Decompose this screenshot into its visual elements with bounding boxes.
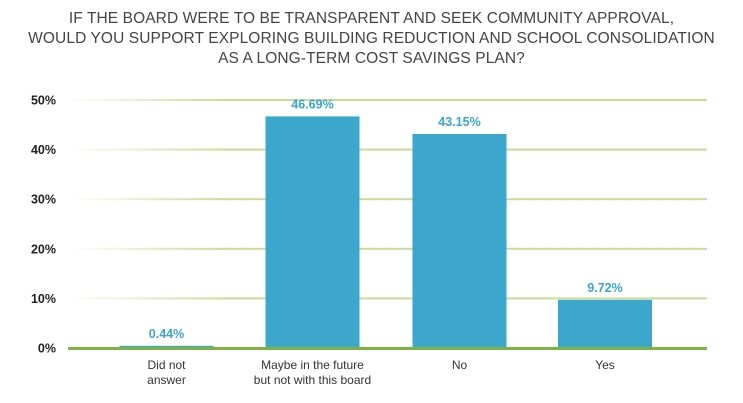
- bar: [265, 116, 360, 348]
- x-axis-line: [68, 347, 707, 350]
- gridline: [68, 297, 707, 300]
- chart-title-line: IF THE BOARD WERE TO BE TRANSPARENT AND …: [68, 10, 675, 27]
- gridline: [68, 99, 707, 101]
- bar: [412, 133, 507, 348]
- y-tick-label: 20%: [31, 242, 56, 256]
- data-label: 43.15%: [438, 115, 480, 129]
- y-tick-label: 0%: [38, 342, 56, 356]
- x-tick-label: No: [452, 358, 468, 372]
- x-tick-label: but not with this board: [254, 373, 371, 387]
- y-tick-label: 40%: [31, 143, 56, 157]
- y-tick-label: 10%: [31, 292, 56, 306]
- data-label: 9.72%: [587, 281, 622, 295]
- bar: [119, 345, 214, 348]
- gridline: [68, 247, 707, 250]
- data-label: 46.69%: [291, 97, 333, 111]
- chart-title-line: AS A LONG-TERM COST SAVINGS PLAN?: [218, 50, 525, 67]
- gridline: [68, 148, 707, 151]
- y-tick-label: 30%: [31, 193, 56, 207]
- bar: [558, 299, 652, 348]
- chart-title-line: WOULD YOU SUPPORT EXPLORING BUILDING RED…: [28, 30, 715, 47]
- chart-title: IF THE BOARD WERE TO BE TRANSPARENT AND …: [0, 9, 743, 69]
- x-tick-label: Maybe in the future: [261, 358, 364, 372]
- x-tick-label: Yes: [595, 358, 615, 372]
- y-tick-label: 50%: [31, 94, 56, 108]
- x-tick-label: Did not: [147, 358, 186, 372]
- data-label: 0.44%: [149, 327, 184, 341]
- gridline: [68, 198, 707, 201]
- x-tick-label: answer: [147, 373, 186, 387]
